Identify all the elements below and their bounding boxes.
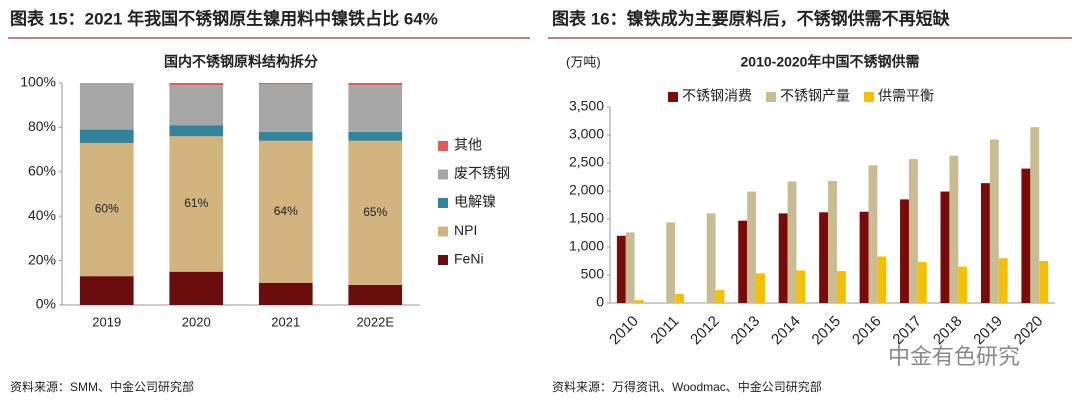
bar xyxy=(989,139,999,303)
bar xyxy=(1039,261,1049,303)
bar xyxy=(980,183,990,303)
bar xyxy=(1021,168,1031,303)
legend-swatch xyxy=(438,198,448,208)
legend-label: FeNi xyxy=(454,251,484,267)
bar-segment xyxy=(79,142,134,277)
y-tick-label: 20% xyxy=(28,251,56,267)
heading: 图表 16：镍铁成为主要原料后，不锈钢供需不再短缺 xyxy=(552,8,951,28)
y-tick-label: 3,500 xyxy=(569,98,604,114)
data-label: 60% xyxy=(95,202,119,216)
bar-segment xyxy=(348,140,403,286)
bar xyxy=(908,159,918,303)
y-tick-label: 3,000 xyxy=(569,126,604,142)
source: 资料来源：万得资讯、Woodmac、中金公司研究部 xyxy=(552,379,822,394)
legend-label: 其他 xyxy=(454,137,482,153)
data-label: 65% xyxy=(363,205,387,219)
bar xyxy=(828,180,837,303)
legend-label: 不锈钢产量 xyxy=(780,88,850,104)
y-tick-label: 500 xyxy=(581,266,605,282)
bar-segment xyxy=(258,282,313,305)
bar xyxy=(787,181,797,303)
bar xyxy=(949,155,959,303)
bar-segment xyxy=(79,83,134,130)
y-tick-label: 2,000 xyxy=(569,182,604,198)
legend-swatch xyxy=(864,92,874,102)
bar-segment xyxy=(169,271,224,305)
legend-label: 电解镍 xyxy=(454,194,496,210)
y-axis-label: (万吨) xyxy=(566,54,601,69)
bar-segment xyxy=(79,129,134,143)
bar-segment xyxy=(258,131,313,141)
x-tick-label: 2021 xyxy=(271,314,300,329)
legend-swatch xyxy=(766,92,776,102)
bar xyxy=(917,262,927,303)
legend-swatch xyxy=(438,169,448,180)
legend-swatch xyxy=(438,141,448,151)
bar xyxy=(998,258,1008,303)
x-tick-label: 2020 xyxy=(182,314,211,329)
bar xyxy=(747,191,757,303)
watermark: 中金有色研究 xyxy=(888,344,1020,369)
legend-swatch xyxy=(438,255,448,265)
bar-segment xyxy=(169,83,224,86)
bar xyxy=(900,199,909,303)
legend-label: NPI xyxy=(454,222,477,238)
bar-segment xyxy=(169,136,224,272)
bar-segment xyxy=(169,125,224,137)
bar xyxy=(778,213,788,303)
bar xyxy=(940,191,950,303)
bar xyxy=(859,211,869,303)
x-tick-label: 2022E xyxy=(356,314,394,329)
bar-segment xyxy=(348,285,403,305)
bar-segment xyxy=(169,85,224,126)
bar-segment xyxy=(348,85,403,132)
legend-swatch xyxy=(438,226,448,237)
source: 资料来源：SMM、中金公司研究部 xyxy=(10,379,194,394)
bar xyxy=(715,290,725,303)
legend-label: 供需平衡 xyxy=(878,88,934,104)
bar xyxy=(616,235,626,303)
bar xyxy=(958,266,968,303)
y-tick-label: 1,500 xyxy=(569,210,604,226)
bar xyxy=(868,165,878,303)
bar-segment xyxy=(258,84,313,132)
legend-label: 不锈钢消费 xyxy=(682,88,752,104)
bar xyxy=(819,212,829,303)
bar-segment xyxy=(348,131,403,141)
bar xyxy=(756,273,765,303)
bar xyxy=(877,256,887,303)
bar xyxy=(706,213,716,303)
bar-segment xyxy=(258,83,313,85)
y-tick-label: 40% xyxy=(28,207,56,223)
bar xyxy=(796,270,806,303)
heading: 图表 15：2021 年我国不锈钢原生镍用料中镍铁占比 64% xyxy=(10,8,438,28)
bar xyxy=(634,300,644,303)
bar-segment xyxy=(79,276,134,305)
y-tick-label: 2,500 xyxy=(569,154,604,170)
y-tick-label: 0 xyxy=(596,294,604,310)
x-tick-label: 2019 xyxy=(92,314,121,329)
bar-segment xyxy=(348,83,403,86)
data-label: 64% xyxy=(274,204,298,218)
bar xyxy=(738,220,748,303)
chart-title: 2010-2020年中国不锈钢供需 xyxy=(741,54,920,70)
legend-swatch xyxy=(668,92,678,102)
y-tick-label: 60% xyxy=(28,163,56,179)
y-tick-label: 80% xyxy=(28,118,56,134)
chart-title: 国内不锈钢原料结构拆分 xyxy=(164,54,318,70)
bar xyxy=(836,271,846,303)
bar xyxy=(1030,127,1040,303)
y-tick-label: 100% xyxy=(20,74,56,90)
y-tick-label: 1,000 xyxy=(569,238,604,254)
bar-segment xyxy=(258,140,313,283)
bar xyxy=(666,222,676,303)
y-tick-label: 0% xyxy=(36,296,56,312)
bar xyxy=(675,294,685,303)
data-label: 61% xyxy=(184,196,208,210)
bar xyxy=(625,232,635,303)
legend-label: 废不锈钢 xyxy=(454,165,510,181)
